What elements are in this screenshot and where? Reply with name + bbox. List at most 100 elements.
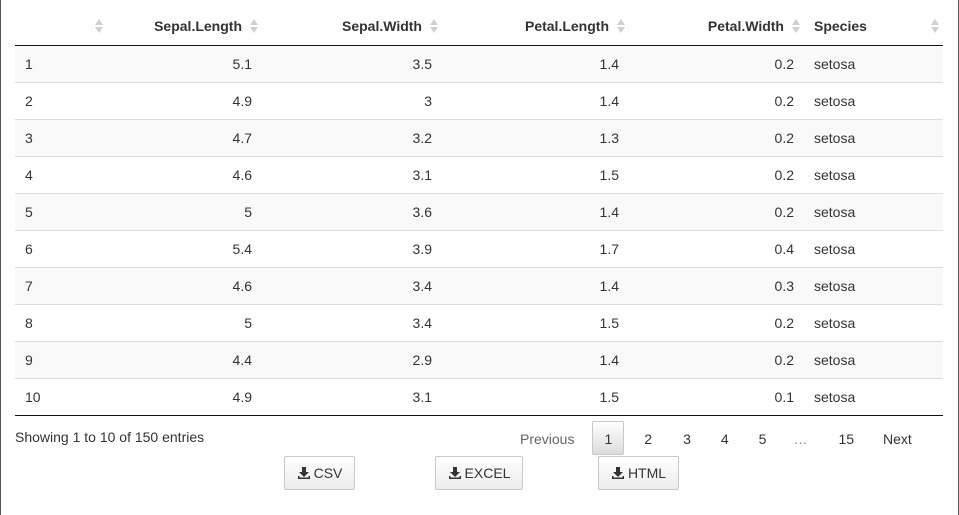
page-button-5[interactable]: 5 — [758, 431, 767, 447]
download-icon — [297, 467, 310, 479]
sepal-width-cell: 3.9 — [262, 229, 442, 267]
page-button-2[interactable]: 2 — [644, 431, 653, 447]
page-button-3[interactable]: 3 — [683, 431, 691, 447]
table-row: 10 4.9 3.1 1.5 0.1 setosa — [15, 377, 943, 416]
header-petal-width[interactable]: Petal.Width — [629, 7, 804, 46]
petal-length-cell: 1.7 — [442, 229, 629, 267]
petal-width-cell: 0.2 — [629, 45, 804, 82]
header-index[interactable] — [15, 7, 107, 46]
petal-length-cell: 1.4 — [442, 45, 629, 82]
sepal-width-cell: 3.6 — [262, 192, 442, 230]
excel-button-label: EXCEL — [464, 465, 511, 481]
species-cell: setosa — [804, 45, 943, 82]
sort-icon[interactable] — [95, 18, 103, 34]
sepal-length-cell: 4.9 — [107, 81, 262, 119]
petal-width-cell: 0.1 — [629, 377, 804, 416]
petal-length-cell: 1.5 — [442, 303, 629, 341]
row-index-cell: 8 — [15, 303, 107, 341]
petal-length-cell: 1.4 — [442, 192, 629, 230]
table-row: 5 5 3.6 1.4 0.2 setosa — [15, 192, 943, 230]
petal-width-cell: 0.2 — [629, 303, 804, 341]
species-cell: setosa — [804, 118, 943, 156]
sepal-width-cell: 3 — [262, 81, 442, 119]
sepal-length-cell: 4.6 — [107, 266, 262, 304]
species-cell: setosa — [804, 192, 943, 230]
pagination-ellipsis: … — [793, 431, 808, 447]
header-sepal-width[interactable]: Sepal.Width — [262, 7, 442, 46]
sepal-width-cell: 3.1 — [262, 377, 442, 416]
csv-button-label: CSV — [313, 465, 343, 481]
download-icon — [448, 467, 461, 479]
sepal-length-cell: 4.9 — [107, 377, 262, 416]
petal-width-cell: 0.2 — [629, 192, 804, 230]
sepal-length-cell: 5 — [107, 192, 262, 230]
table-header-row: Sepal.Length Sepal.Width Petal.Length Pe… — [15, 7, 943, 46]
row-index-cell: 10 — [15, 377, 107, 416]
sepal-length-cell: 4.6 — [107, 155, 262, 193]
species-cell: setosa — [804, 303, 943, 341]
species-cell: setosa — [804, 229, 943, 267]
species-cell: setosa — [804, 340, 943, 378]
download-icon — [611, 467, 624, 479]
row-index-cell: 5 — [15, 192, 107, 230]
sepal-width-cell: 3.4 — [262, 266, 442, 304]
table-row: 2 4.9 3 1.4 0.2 setosa — [15, 81, 943, 119]
sort-icon[interactable] — [931, 18, 939, 34]
petal-length-cell: 1.4 — [442, 266, 629, 304]
table-info: Showing 1 to 10 of 150 entries — [15, 429, 205, 445]
petal-width-cell: 0.2 — [629, 81, 804, 119]
petal-width-cell: 0.2 — [629, 155, 804, 193]
previous-button[interactable]: Previous — [520, 431, 575, 447]
next-button[interactable]: Next — [883, 431, 912, 447]
excel-button[interactable]: EXCEL — [435, 456, 523, 490]
html-button[interactable]: HTML — [598, 456, 679, 490]
petal-width-cell: 0.4 — [629, 229, 804, 267]
petal-length-cell: 1.4 — [442, 340, 629, 378]
row-index-cell: 4 — [15, 155, 107, 193]
csv-button[interactable]: CSV — [284, 456, 355, 490]
table-row: 9 4.4 2.9 1.4 0.2 setosa — [15, 340, 943, 378]
sepal-length-cell: 4.7 — [107, 118, 262, 156]
header-sepal-length[interactable]: Sepal.Length — [107, 7, 262, 46]
row-index-cell: 7 — [15, 266, 107, 304]
petal-width-cell: 0.2 — [629, 118, 804, 156]
petal-length-cell: 1.3 — [442, 118, 629, 156]
data-table: Sepal.Length Sepal.Width Petal.Length Pe… — [15, 7, 943, 416]
page-button-4[interactable]: 4 — [720, 431, 729, 447]
table-row: 1 5.1 3.5 1.4 0.2 setosa — [15, 45, 943, 82]
header-species[interactable]: Species — [804, 7, 943, 46]
html-button-label: HTML — [627, 465, 667, 481]
petal-length-cell: 1.5 — [442, 377, 629, 416]
header-petal-length[interactable]: Petal.Length — [442, 7, 629, 46]
sepal-length-cell: 5.4 — [107, 229, 262, 267]
sort-icon[interactable] — [430, 18, 438, 34]
table-row: 7 4.6 3.4 1.4 0.3 setosa — [15, 266, 943, 304]
table-row: 6 5.4 3.9 1.7 0.4 setosa — [15, 229, 943, 267]
row-index-cell: 6 — [15, 229, 107, 267]
species-cell: setosa — [804, 81, 943, 119]
sort-icon[interactable] — [792, 18, 800, 34]
species-cell: setosa — [804, 377, 943, 416]
sepal-width-cell: 3.1 — [262, 155, 442, 193]
sort-icon[interactable] — [617, 18, 625, 34]
sort-icon[interactable] — [250, 18, 258, 34]
page-button-1[interactable]: 1 — [592, 421, 625, 455]
sepal-width-cell: 3.2 — [262, 118, 442, 156]
sepal-length-cell: 4.4 — [107, 340, 262, 378]
species-cell: setosa — [804, 266, 943, 304]
row-index-cell: 2 — [15, 81, 107, 119]
petal-length-cell: 1.5 — [442, 155, 629, 193]
species-cell: setosa — [804, 155, 943, 193]
data-table-container: Sepal.Length Sepal.Width Petal.Length Pe… — [15, 7, 943, 416]
table-row: 8 5 3.4 1.5 0.2 setosa — [15, 303, 943, 341]
row-index-cell: 9 — [15, 340, 107, 378]
table-row: 3 4.7 3.2 1.3 0.2 setosa — [15, 118, 943, 156]
sepal-width-cell: 2.9 — [262, 340, 442, 378]
table-body: 1 5.1 3.5 1.4 0.2 setosa 2 4.9 3 1.4 0.2 setosa 3 4.7… — [15, 45, 943, 416]
table-row: 4 4.6 3.1 1.5 0.2 setosa — [15, 155, 943, 193]
pagination: Previous 1 2 3 4 5 … 15 Next — [508, 420, 924, 456]
petal-width-cell: 0.2 — [629, 340, 804, 378]
sepal-length-cell: 5 — [107, 303, 262, 341]
sepal-width-cell: 3.5 — [262, 45, 442, 82]
page-button-15[interactable]: 15 — [838, 431, 855, 447]
